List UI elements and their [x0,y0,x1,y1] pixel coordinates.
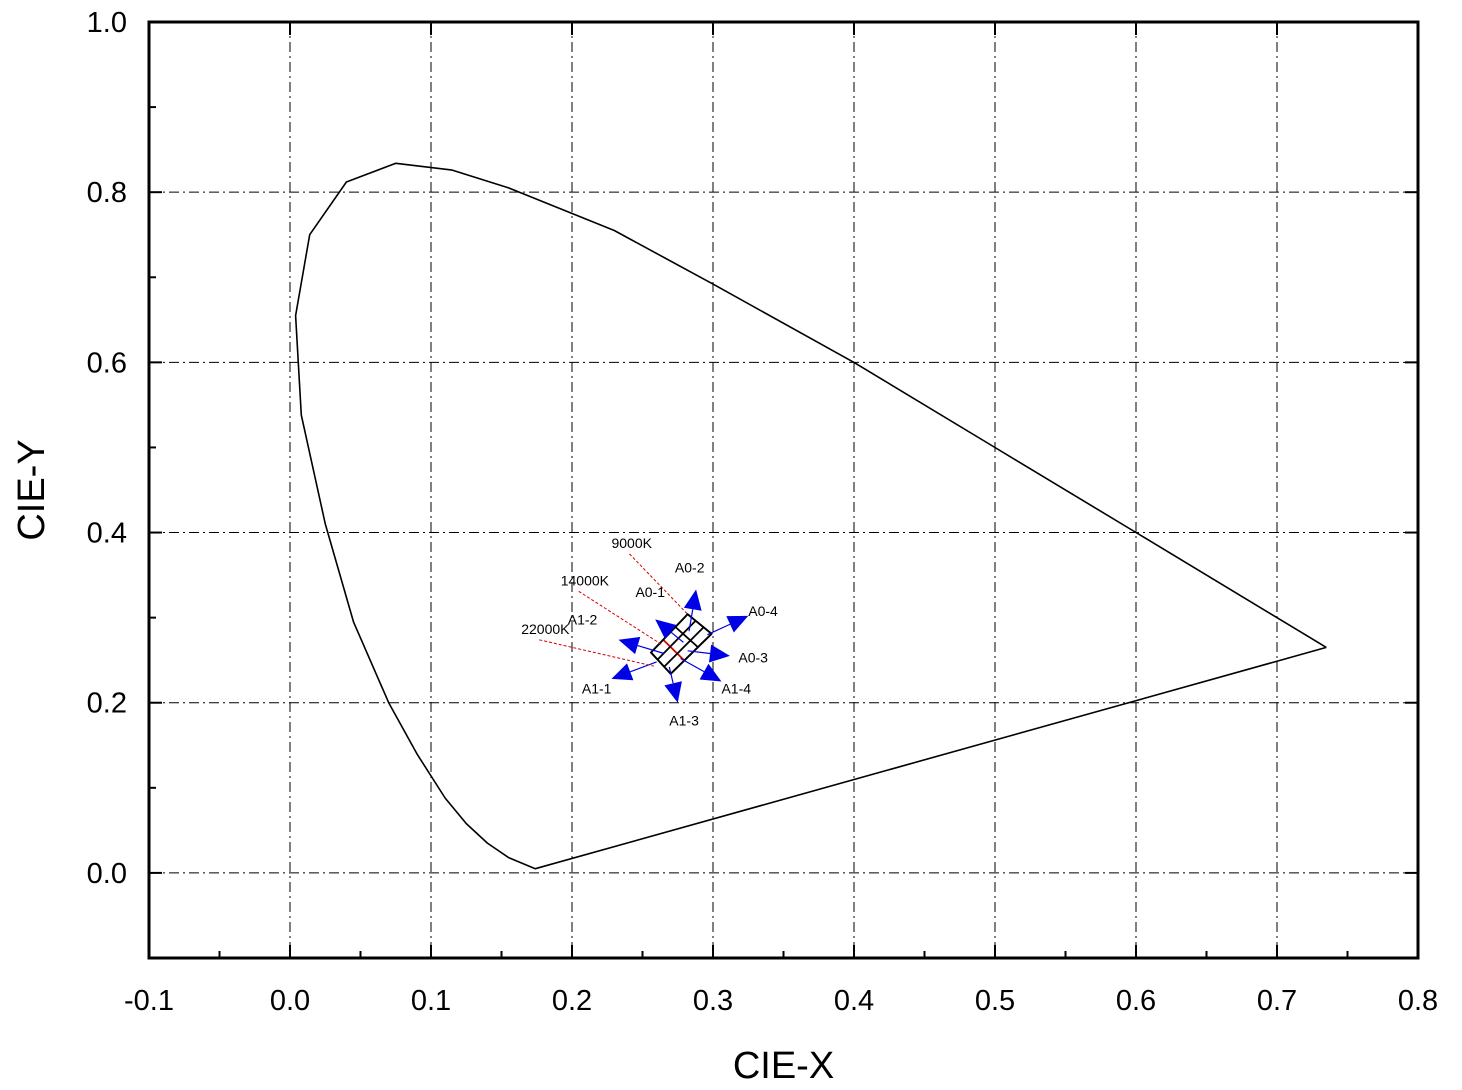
arrow-label: A1-2 [568,611,598,627]
arrow-label: A1-4 [721,680,751,696]
arrow-label: A0-2 [675,560,705,576]
arrow-shaft [670,631,684,643]
arrow-label: A0-1 [635,584,665,600]
annotation-labels: 9000K 14000K 22000K A0-1 A0-2 A0-4 A0-3 A1-2 A1-… [521,535,778,729]
y-tick-label: 0.0 [87,858,127,890]
cct-leader-line [578,590,663,646]
x-axis-title: CIE-X [733,1045,834,1087]
spectral-locus-line [294,162,1327,870]
arrow-shaft [629,661,657,673]
arrow-head [699,663,722,682]
arrow-shaft [637,644,664,654]
axis-ticks: -0.1 0.0 0.1 0.2 0.3 0.4 0.5 0.6 0.7 0.8 0.0 0.2 0.4… [87,7,1438,1017]
region-line-vertical [662,639,685,662]
x-tick-label: 0.2 [552,985,592,1017]
plot-frame [147,20,1420,960]
arrow-head [664,681,682,703]
arrow-head [611,663,634,681]
arrow-head [618,636,641,655]
y-tick-label: 0.4 [87,518,127,550]
arrows [611,589,749,703]
chromaticity-curve [294,162,1327,870]
x-tick-label: -0.1 [124,985,174,1017]
arrow-shaft [680,657,705,673]
cct-label: 22000K [521,621,570,637]
x-tick-label: 0.8 [1398,985,1438,1017]
arrow-label: A1-1 [582,680,612,696]
arrow-head [726,615,749,633]
x-tick-label: 0.0 [270,985,310,1017]
x-tick-label: 0.3 [693,985,733,1017]
x-tick-label: 0.6 [1116,985,1156,1017]
arrow-label: A1-3 [669,713,699,729]
arrow-shaft [668,666,674,684]
cct-leader-line [539,639,654,667]
arrow-label: A0-4 [748,603,778,619]
arrow-label: A0-3 [738,650,768,666]
x-tick-label: 0.7 [1257,985,1297,1017]
cct-leader-line [629,553,688,615]
y-tick-label: 1.0 [87,7,127,39]
y-tick-label: 0.6 [87,347,127,379]
y-axis-title: CIE-Y [11,439,53,540]
x-tick-label: 0.5 [975,985,1015,1017]
arrow-head [708,644,730,663]
y-tick-label: 0.8 [87,177,127,209]
arrow-shaft [687,650,711,655]
grid-lines [149,22,1418,958]
x-tick-label: 0.1 [411,985,451,1017]
arrow-shaft [688,609,694,632]
region-line-vertical [674,626,699,648]
arrow-head [683,589,702,611]
cct-label: 14000K [561,572,610,588]
cct-label: 9000K [611,535,652,551]
y-tick-label: 0.2 [87,688,127,720]
arrow-head [655,619,677,639]
x-tick-label: 0.4 [834,985,874,1017]
region-line-horizontal [663,626,705,668]
arrow-shaft [707,623,731,636]
region-outline [649,612,713,676]
